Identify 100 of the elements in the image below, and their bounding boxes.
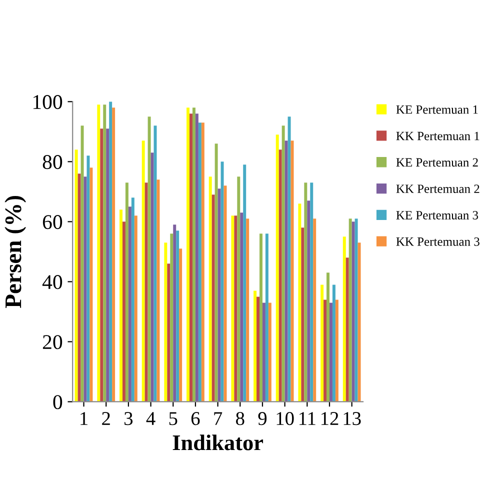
y-tick-label: 100 [33,95,62,110]
bar [103,104,106,402]
bar [243,164,246,402]
bar [358,242,361,402]
bar [170,234,174,402]
bar [329,302,332,402]
bar [186,108,190,402]
x-tick-label: 9 [258,412,267,426]
bar [74,150,78,402]
bar [125,182,128,402]
bar [198,122,202,402]
bar [134,216,138,402]
y-tick-label: 20 [42,335,62,350]
bar [298,204,302,402]
bar [256,296,260,402]
x-tick-label: 5 [169,412,178,426]
bar [120,210,122,402]
legend-label: KK Pertemuan 2 [396,184,480,194]
bar [112,108,116,402]
bar [142,140,145,402]
bar [231,216,234,402]
y-tick-label: 0 [53,395,62,410]
bar [278,150,282,402]
bar [304,182,308,402]
bar [335,300,338,402]
bar [237,176,240,402]
y-tick-label: 40 [42,275,62,290]
bar [265,234,268,402]
bar [290,140,294,402]
legend-label: KK Pertemuan 1 [396,132,480,140]
bar [214,144,218,402]
bar [320,284,324,402]
bar [218,188,221,402]
bar [192,108,196,402]
bar [346,258,349,402]
x-tick-label: 6 [191,412,200,426]
x-tick-label: 8 [236,412,244,426]
bar [148,116,151,402]
x-tick-label: 13 [344,412,361,426]
bar [348,218,352,402]
bar [301,228,304,402]
bar [208,176,212,402]
x-tick-label: 11 [300,412,316,425]
bar [122,222,126,402]
bar [342,236,346,402]
bar [167,264,170,402]
bar [260,234,262,402]
bar [100,128,104,402]
bar [144,182,148,402]
bar [131,198,134,402]
bar [176,230,180,402]
bar [86,156,90,402]
bar [150,152,154,402]
bar [276,134,279,402]
bar [352,222,355,402]
bar [262,302,266,402]
bar [282,126,285,402]
legend-label: KE Pertemuan 3 [396,211,478,220]
bar [324,300,327,402]
bar [80,126,84,402]
bar [354,218,358,402]
bar [195,114,198,402]
bar [109,102,112,402]
bar [234,216,238,402]
x-tick-label: 4 [146,412,156,425]
bar [284,140,288,402]
bar [307,200,310,402]
bar [78,174,81,402]
x-tick-label: 12 [321,412,338,425]
bar [310,182,314,402]
bar [246,218,250,402]
bar [254,290,257,402]
bar [268,302,272,402]
bar [313,218,316,402]
legend-label: KE Pertemuan 2 [396,158,478,167]
x-axis-title: Indikator [172,434,264,450]
bar [190,114,192,402]
legend-label: KE Pertemuan 1 [396,105,478,114]
y-axis-title: Persen (%) [4,196,26,308]
y-tick-label: 60 [42,215,62,230]
bar [288,116,291,402]
x-tick-label: 10 [276,412,294,426]
x-tick-label: 1 [80,412,88,425]
legend-label: KK Pertemuan 3 [396,237,480,246]
bar [179,248,182,402]
x-tick-label: 7 [214,412,222,425]
bar [164,242,168,402]
bar [106,128,110,402]
bar [156,180,160,402]
bar [240,212,244,402]
bar [173,224,176,402]
bar [90,168,93,402]
x-tick-label: 2 [102,412,110,425]
y-tick-label: 80 [42,155,62,170]
bar [220,162,224,402]
bar [326,272,330,402]
bar [332,284,336,402]
bar [201,122,204,402]
bar [97,104,100,402]
bar [212,194,215,402]
